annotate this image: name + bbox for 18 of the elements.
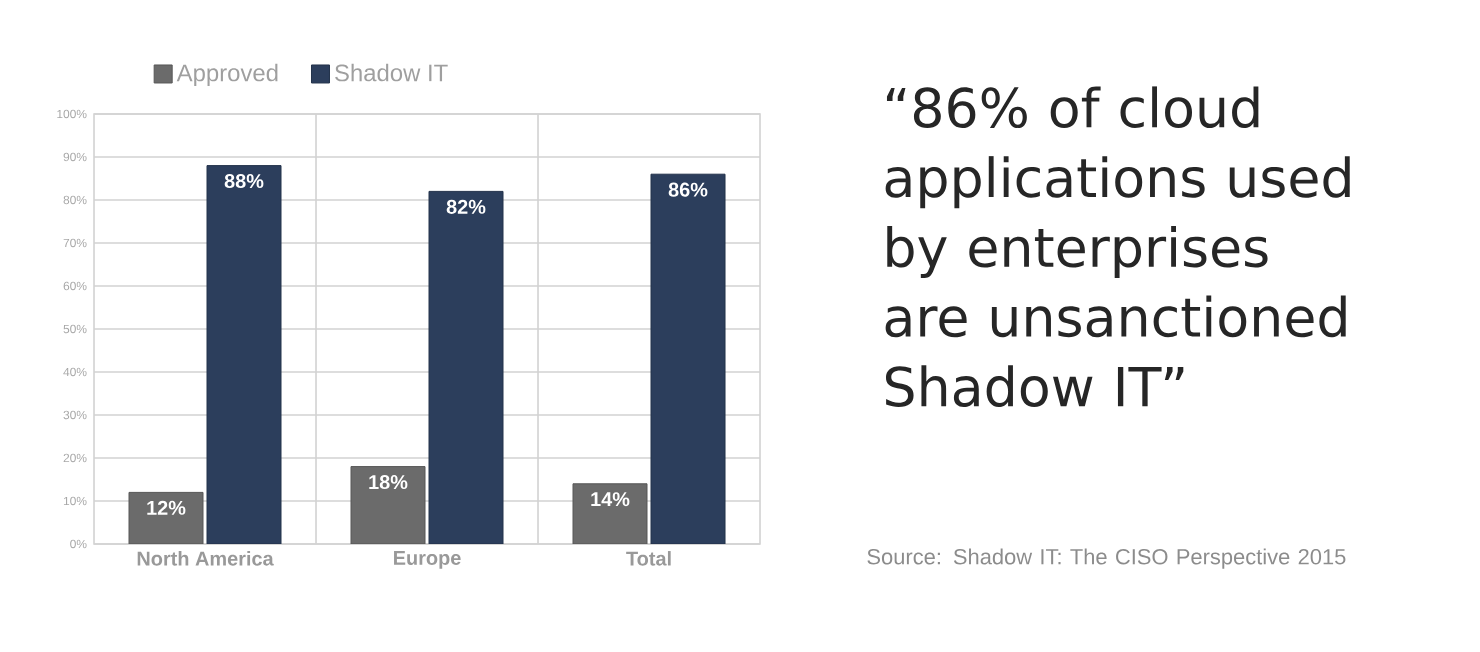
x-tick-label: North America <box>137 551 274 566</box>
x-tick-label: Total <box>626 551 671 566</box>
data-label: 18% <box>369 475 408 490</box>
x-tick-label: Europe <box>394 551 461 569</box>
data-label: 14% <box>591 492 630 507</box>
data-label: 88% <box>224 174 264 189</box>
bar <box>650 173 726 544</box>
data-label: 86% <box>668 182 708 197</box>
legend-label: Approved <box>176 63 278 87</box>
text: “86% of cloud applications used by enterprises are unsanctioned Shadow IT” <box>885 86 1350 407</box>
data-label: 12% <box>147 500 186 515</box>
bar <box>206 165 282 544</box>
bar <box>428 190 504 544</box>
legend-label: Shadow IT <box>335 63 448 82</box>
bar <box>572 483 648 544</box>
source-note: Source: Shadow IT: The CISO Perspective 2015 <box>867 548 1346 569</box>
data-label: 82% <box>446 199 486 214</box>
bar <box>350 466 426 544</box>
